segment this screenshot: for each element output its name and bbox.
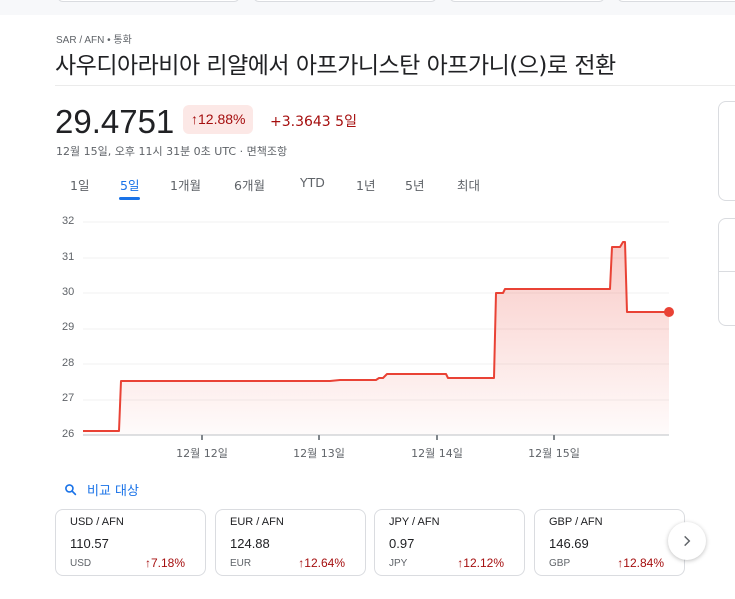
current-point-marker (664, 307, 674, 317)
compare-card-jpy[interactable]: JPY / AFN 0.97 JPY ↑12.12% (374, 509, 525, 576)
y-tick: 28 (62, 357, 75, 369)
card-change: ↑12.64% (298, 556, 345, 570)
compare-label: 비교 대상 (87, 484, 139, 499)
tab-5y[interactable]: 5년 (405, 178, 425, 193)
y-tick: 32 (62, 215, 75, 227)
x-tick: 12월 13일 (293, 447, 345, 460)
card-pair: EUR / AFN (230, 516, 284, 528)
page-title: 사우디아라비아 리얄에서 아프가니스탄 아프가니(으)로 전환 (55, 53, 616, 79)
next-cards-button[interactable] (668, 522, 706, 560)
x-tick: 12월 14일 (411, 447, 463, 460)
side-panel-divider (719, 271, 735, 272)
card-pair: GBP / AFN (549, 516, 603, 528)
tab-ytd[interactable]: YTD (300, 175, 325, 190)
top-card-strip (0, 0, 735, 15)
tab-5d[interactable]: 5일 (118, 175, 141, 200)
tab-6m[interactable]: 6개월 (234, 178, 265, 193)
tab-1m[interactable]: 1개월 (170, 178, 201, 193)
side-info-panel (718, 101, 735, 201)
card-value: 124.88 (230, 536, 270, 551)
tab-max[interactable]: 최대 (457, 178, 481, 193)
card-change: ↑12.84% (617, 556, 664, 570)
chart-area-fill (83, 242, 669, 435)
x-tick: 12월 12일 (176, 447, 228, 460)
card-value: 110.57 (70, 536, 109, 551)
compare-card-usd[interactable]: USD / AFN 110.57 USD ↑7.18% (55, 509, 206, 576)
card-pair: JPY / AFN (389, 516, 440, 528)
y-tick: 29 (62, 321, 75, 333)
y-tick: 26 (62, 428, 75, 440)
search-icon (65, 484, 77, 496)
change-absolute: +3.3643 5일 (270, 114, 357, 130)
compare-button[interactable]: 비교 대상 (64, 480, 139, 499)
up-arrow-icon: ↑ (298, 556, 305, 570)
card-currency: EUR (230, 558, 252, 569)
timestamp-disclaimer: 12월 15일, 오후 11시 31분 0초 UTC · 면책조항 (56, 145, 288, 158)
up-arrow-icon: ↑ (457, 556, 464, 570)
chart-line (83, 241, 669, 432)
divider (55, 85, 735, 86)
up-arrow-icon: ↑ (617, 556, 624, 570)
y-tick: 27 (62, 392, 75, 404)
compare-card-gbp[interactable]: GBP / AFN 146.69 GBP ↑12.84% (534, 509, 685, 576)
tab-1d[interactable]: 1일 (70, 178, 90, 193)
card-change: ↑12.12% (457, 556, 504, 570)
side-info-panel (718, 218, 735, 326)
chart-plot-area (83, 221, 674, 440)
card-change: ↑7.18% (144, 556, 185, 570)
breadcrumb: SAR / AFN • 통화 (56, 35, 132, 46)
card-currency: USD (70, 558, 92, 569)
compare-card-eur[interactable]: EUR / AFN 124.88 EUR ↑12.64% (215, 509, 366, 576)
card-value: 146.69 (549, 536, 589, 551)
y-tick: 30 (62, 286, 75, 298)
up-arrow-icon: ↑ (144, 556, 151, 570)
change-percent-badge: ↑12.88% (183, 105, 254, 134)
current-price: 29.4751 (55, 103, 175, 140)
card-value: 0.97 (389, 536, 415, 551)
y-tick: 31 (62, 251, 75, 263)
x-tick: 12월 15일 (528, 447, 580, 460)
card-currency: GBP (549, 558, 571, 569)
chevron-right-icon (684, 535, 691, 547)
up-arrow-icon: ↑ (191, 111, 198, 127)
change-percent: 12.88% (198, 111, 246, 127)
card-pair: USD / AFN (70, 516, 124, 528)
tab-1y[interactable]: 1년 (356, 178, 376, 193)
card-currency: JPY (389, 558, 408, 569)
